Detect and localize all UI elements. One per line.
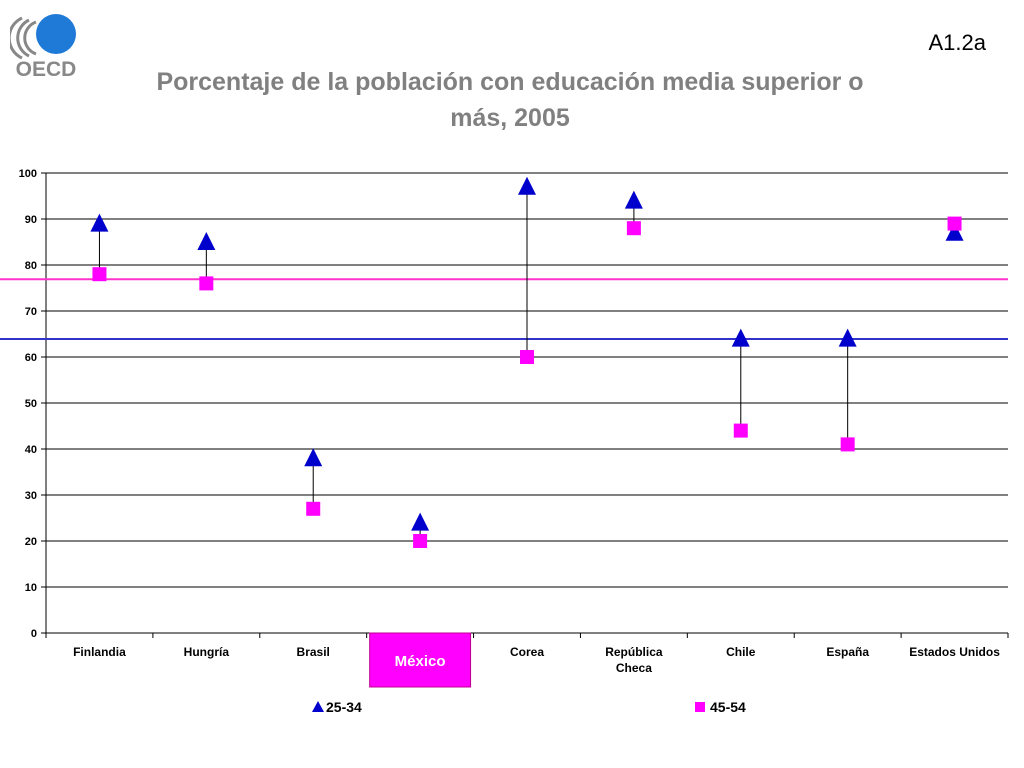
x-tick-label: Brasil	[297, 645, 330, 659]
chart-title-line-2: más, 2005	[450, 104, 570, 132]
point-45-54	[840, 437, 855, 452]
x-tick-label: Chile	[726, 645, 756, 659]
chart-title-line-1: Porcentaje de la población con educación…	[156, 68, 864, 96]
y-tick-label: 40	[25, 444, 37, 456]
point-45-54	[947, 216, 962, 231]
x-tick-label: República	[605, 645, 663, 659]
x-tick-label: España	[826, 645, 869, 659]
point-45-54	[306, 501, 321, 516]
point-45-54	[92, 267, 107, 282]
y-tick-label: 10	[25, 582, 37, 594]
highlight-category-box	[369, 632, 472, 688]
point-25-34	[411, 512, 430, 531]
chart-title: Porcentaje de la población con educación…	[110, 64, 910, 136]
y-tick-label: 100	[19, 168, 37, 180]
y-tick-label: 80	[25, 260, 37, 272]
y-tick-label: 50	[25, 398, 37, 410]
logo-text: OECD	[16, 58, 77, 80]
point-45-54	[733, 423, 748, 438]
logo-arc-1	[10, 16, 23, 60]
logo-circle	[36, 14, 76, 54]
point-45-54	[626, 221, 641, 236]
slide-code: A1.2a	[928, 30, 987, 55]
point-25-34	[945, 222, 964, 241]
x-tick-label: Estados Unidos	[909, 645, 1000, 659]
point-45-54	[520, 350, 534, 364]
x-tick-label: México	[395, 653, 446, 670]
point-25-34	[838, 328, 857, 347]
y-tick-label: 70	[25, 306, 37, 318]
y-tick-label: 30	[25, 490, 37, 502]
legend-label-25-34: 25-34	[326, 699, 362, 715]
point-25-34	[90, 213, 109, 232]
point-45-54	[413, 534, 428, 548]
point-45-54	[199, 276, 214, 291]
legend-label-45-54: 45-54	[710, 699, 746, 715]
oecd-logo: OECD	[10, 14, 77, 80]
x-tick-label: Checa	[616, 661, 652, 675]
point-25-34	[731, 328, 750, 347]
logo-arc-2	[16, 18, 30, 58]
x-tick-label: Finlandia	[73, 645, 126, 659]
x-tick-label: Corea	[510, 645, 544, 659]
point-25-34	[624, 190, 643, 209]
point-25-34	[304, 448, 323, 467]
legend-marker-45-54	[695, 702, 705, 712]
y-tick-label: 60	[25, 352, 37, 364]
y-tick-label: 0	[31, 628, 37, 640]
y-tick-label: 90	[25, 214, 37, 226]
legend-marker-25-34	[312, 701, 324, 712]
x-tick-label: Hungría	[184, 645, 230, 659]
point-25-34	[518, 176, 536, 195]
logo-arc-3	[23, 20, 37, 56]
point-25-34	[197, 232, 216, 250]
y-tick-label: 20	[25, 536, 37, 548]
